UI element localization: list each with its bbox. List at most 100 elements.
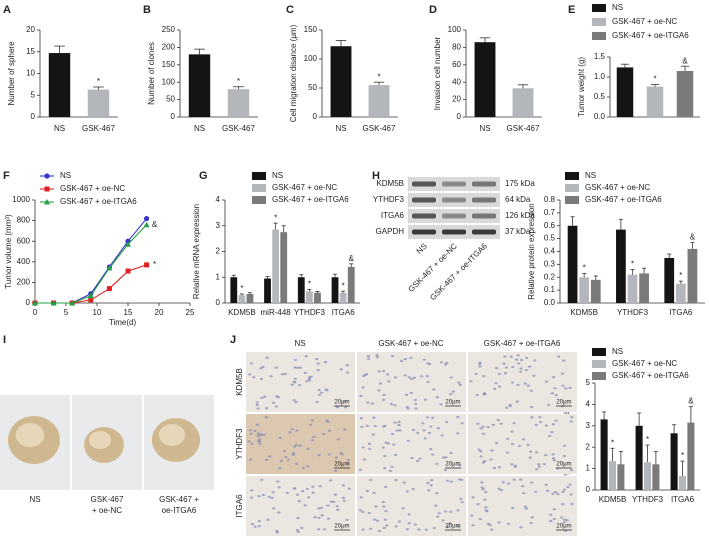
nucleus — [526, 443, 530, 446]
nucleus — [361, 386, 365, 389]
nucleus — [282, 449, 287, 453]
y-tick-label: 50 — [308, 83, 317, 92]
nucleus — [256, 432, 260, 435]
nucleus — [275, 531, 279, 534]
x-tick-label: KDM5B — [228, 308, 256, 317]
bar — [331, 277, 339, 303]
nucleus — [341, 496, 345, 499]
nucleus — [556, 492, 560, 496]
nucleus — [449, 510, 453, 513]
nucleus — [308, 423, 312, 426]
nucleus — [528, 365, 532, 368]
nucleus — [345, 364, 350, 367]
ihc-image — [357, 414, 466, 474]
nucleus — [278, 467, 282, 470]
nucleus — [271, 401, 276, 404]
nucleus — [470, 514, 474, 517]
nucleus — [377, 389, 381, 392]
bar — [368, 85, 390, 117]
x-tick-label: 0 — [33, 308, 38, 317]
nucleus — [551, 453, 555, 456]
nucleus — [317, 516, 321, 520]
nucleus — [393, 376, 398, 379]
nucleus — [510, 463, 514, 466]
nucleus — [328, 479, 333, 482]
nucleus — [368, 447, 372, 450]
scale-bar-label: 20μm — [556, 462, 571, 468]
nucleus — [519, 478, 523, 481]
bar — [230, 277, 238, 303]
nucleus — [393, 453, 398, 457]
nucleus — [566, 486, 570, 489]
nucleus — [310, 439, 314, 442]
nucleus — [551, 457, 556, 460]
nucleus — [405, 528, 409, 531]
nucleus — [525, 356, 529, 359]
nucleus — [344, 406, 348, 409]
nucleus — [477, 448, 481, 451]
nucleus — [427, 489, 431, 492]
nucleus — [294, 462, 299, 465]
nucleus — [552, 376, 556, 379]
nucleus — [398, 429, 402, 432]
nucleus — [403, 374, 407, 377]
blot-band — [412, 181, 436, 187]
nucleus — [316, 369, 320, 372]
nucleus — [445, 361, 449, 364]
x-tick-label: 15 — [124, 308, 133, 317]
nucleus — [402, 481, 406, 484]
photo-label: GSK-467 — [91, 495, 124, 504]
nucleus — [428, 363, 432, 366]
nucleus — [552, 517, 556, 521]
bar — [616, 67, 634, 117]
nucleus — [305, 487, 309, 490]
nucleus — [386, 442, 390, 445]
nucleus — [303, 371, 307, 374]
nucleus — [497, 521, 501, 524]
nucleus — [272, 507, 276, 510]
bar — [675, 283, 686, 303]
significance-label: * — [646, 435, 649, 444]
bar — [87, 89, 110, 117]
nucleus — [504, 366, 509, 369]
nucleus — [327, 453, 331, 456]
y-tick-label: 1.5 — [594, 52, 606, 61]
bar — [639, 273, 649, 303]
nucleus — [260, 396, 264, 399]
nucleus — [430, 479, 434, 482]
nucleus — [456, 525, 460, 528]
legend-swatch — [252, 184, 266, 192]
nucleus — [475, 393, 479, 397]
bar — [280, 232, 288, 303]
nucleus — [375, 355, 379, 359]
nucleus — [548, 434, 552, 438]
nucleus — [365, 489, 369, 493]
nucleus — [326, 504, 330, 507]
nucleus — [377, 529, 381, 533]
x-tick-label: KDM5B — [599, 495, 627, 504]
nucleus — [290, 428, 294, 431]
bar — [264, 278, 271, 303]
nucleus — [510, 506, 515, 510]
nucleus — [382, 393, 386, 397]
nucleus — [256, 440, 261, 443]
blot-band — [472, 181, 496, 187]
nucleus — [423, 398, 428, 401]
photo-label: GSK-467 + — [159, 495, 199, 504]
bar — [579, 277, 590, 303]
legend-label: GSK-467 + oe-NC — [612, 17, 677, 26]
nucleus — [304, 355, 308, 358]
panel-letter: A — [3, 4, 11, 16]
nucleus — [359, 417, 364, 420]
bar — [297, 277, 305, 303]
nucleus — [347, 487, 351, 490]
nucleus — [416, 431, 420, 435]
nucleus — [569, 420, 573, 423]
nucleus — [435, 396, 439, 399]
nucleus — [542, 462, 547, 466]
nucleus — [413, 398, 417, 401]
nucleus — [404, 393, 409, 396]
nucleus — [327, 429, 332, 432]
nucleus — [285, 491, 289, 494]
y-tick-label: 0 — [457, 112, 462, 121]
